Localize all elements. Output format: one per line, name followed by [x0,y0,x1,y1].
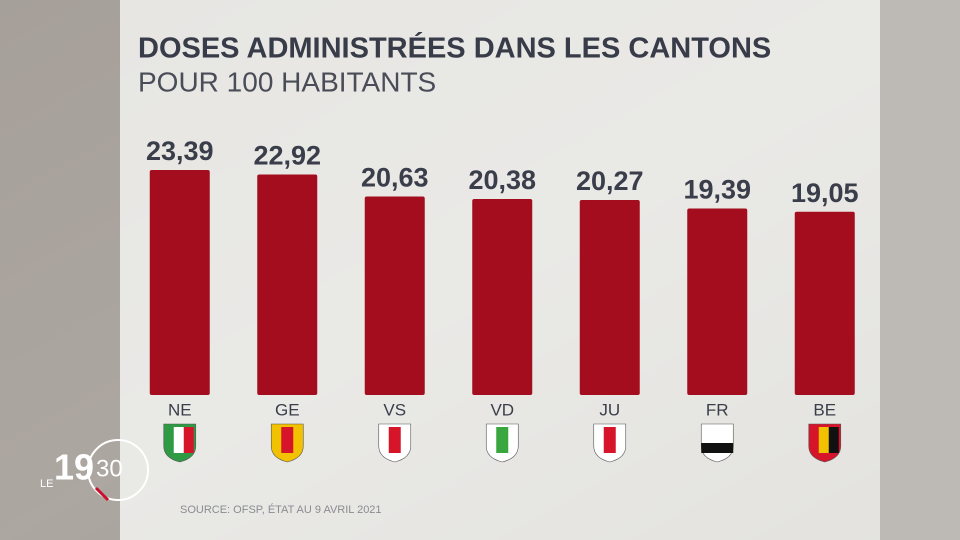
x-tick-label: JU [599,400,620,419]
value-label: 23,39 [146,136,214,166]
bar [257,174,318,395]
flag-detail [388,427,401,453]
value-label: 20,27 [576,166,644,196]
right-photo [880,0,960,540]
value-label: 20,63 [361,163,429,193]
chart-subtitle: POUR 100 HABITANTS [138,66,436,97]
bar [364,196,425,395]
flag-detail [818,427,831,453]
x-tick-label: FR [706,400,729,419]
flag-detail [828,427,839,453]
bar [687,208,748,395]
flag-detail [281,427,294,453]
flag-detail [496,427,509,453]
x-tick-label: BE [813,400,836,419]
value-label: 22,92 [253,141,321,171]
flag-detail [183,427,194,453]
chart-title: DOSES ADMINISTRÉES DANS LES CANTONS [138,31,771,65]
logo-ring [87,439,149,501]
x-tick-label: VS [383,400,406,419]
source: SOURCE: OFSP, ÉTAT AU 9 AVRIL 2021 [180,503,382,516]
x-tick-label: VD [490,400,514,419]
flag-detail [701,443,734,453]
value-label: 20,38 [468,165,536,195]
left-photo [0,0,120,540]
flag-detail [603,427,616,453]
bar [149,170,210,395]
logo-hand [94,486,110,502]
value-label: 19,05 [791,178,859,208]
x-tick-label: NE [168,400,192,419]
logo-prefix: LE [40,478,53,490]
bar [579,200,640,395]
x-tick-label: GE [275,400,300,419]
flag-detail [173,427,186,453]
value-label: 19,39 [683,175,751,205]
bar [794,211,855,395]
logo-minute: 30 [96,455,123,482]
logo: LE 19 30 [40,439,149,502]
bar [472,198,533,395]
logo-hour: 19 [54,447,94,488]
